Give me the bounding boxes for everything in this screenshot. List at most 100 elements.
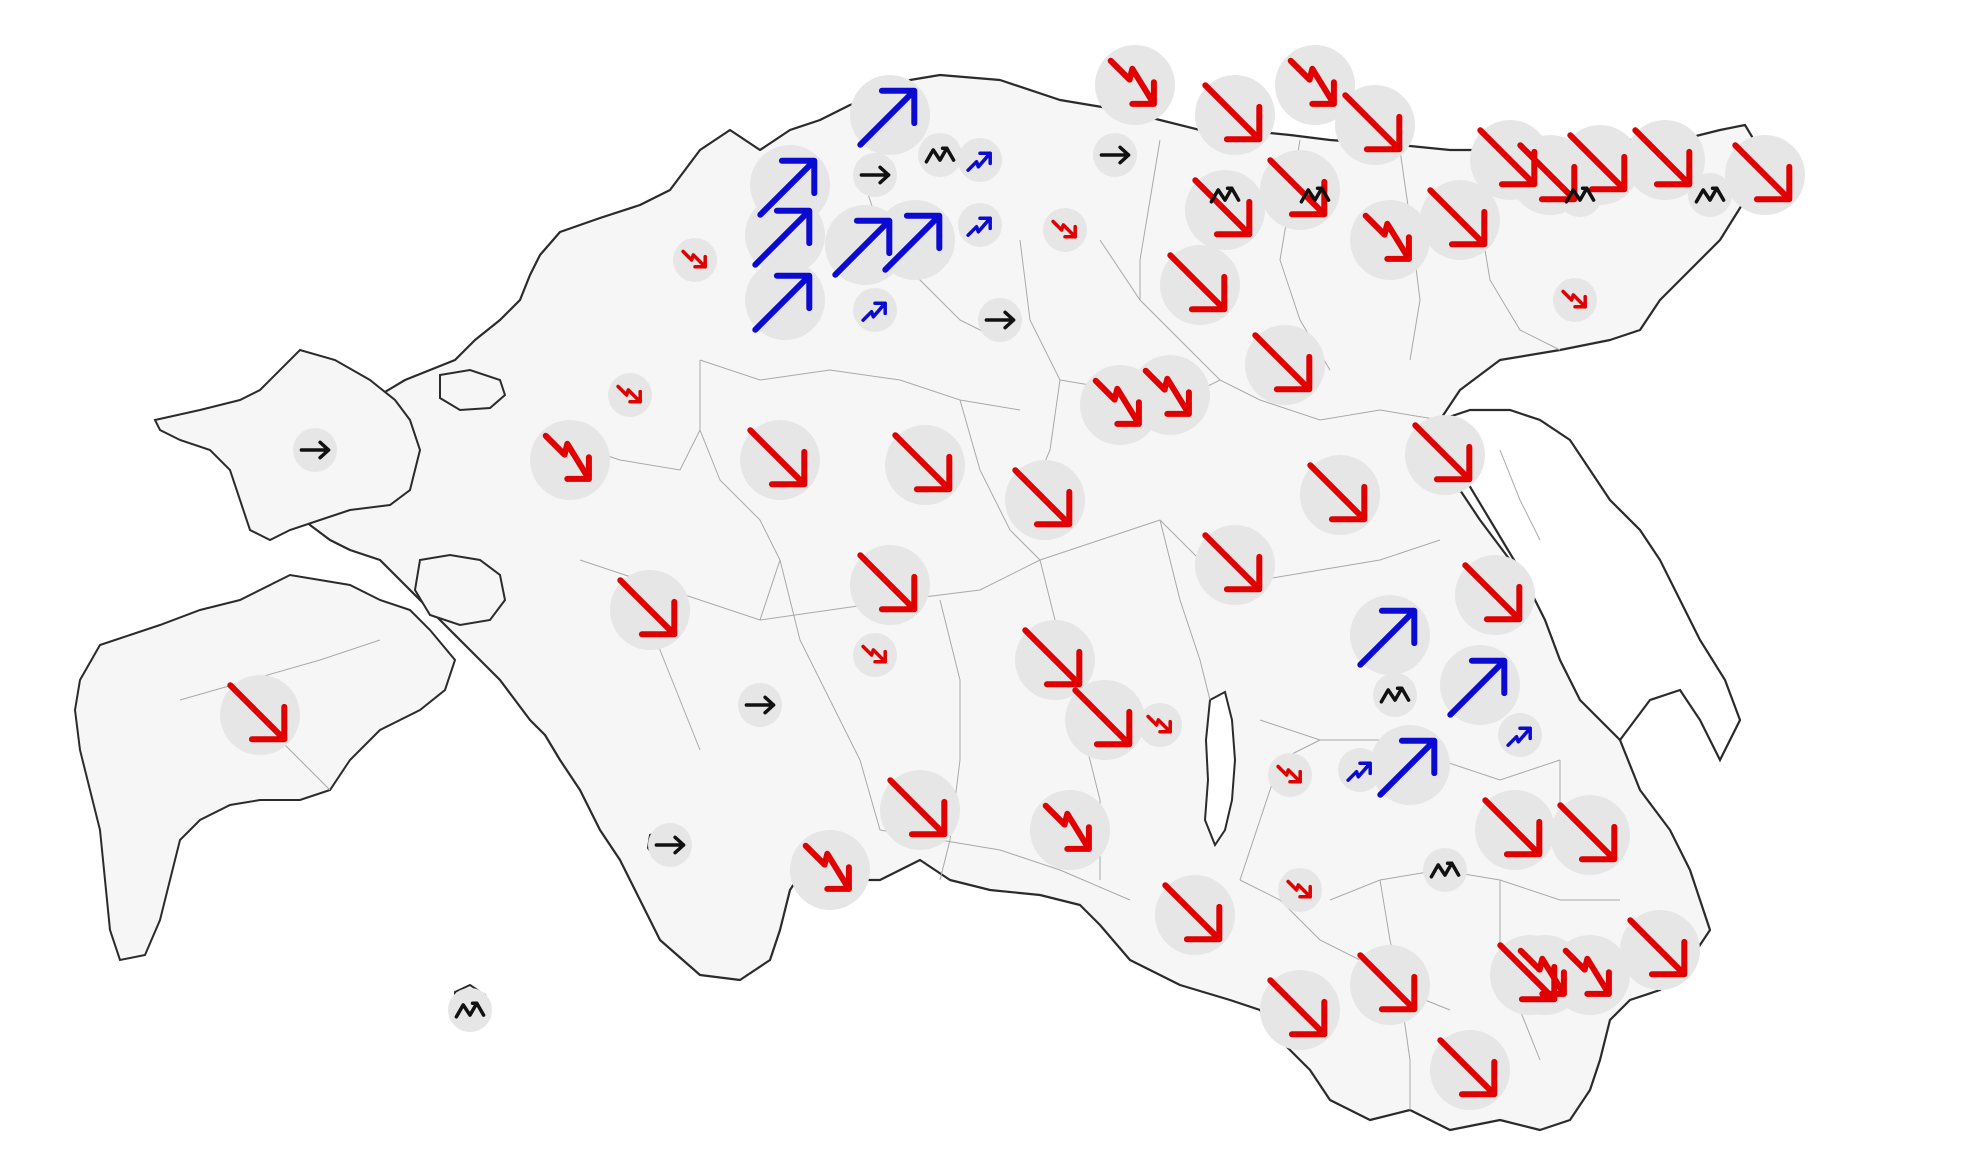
trend-halo — [1498, 713, 1542, 757]
mixed-trend-arrow-icon — [1564, 186, 1596, 204]
down-trend-arrow-icon — [1307, 462, 1368, 523]
trend-halo — [1350, 200, 1430, 280]
mixed-trend-arrow-icon — [1429, 861, 1461, 879]
trend-halo — [1043, 208, 1087, 252]
trend-halo — [1030, 790, 1110, 870]
trend-halo — [1268, 753, 1312, 797]
down-trend-arrow-icon — [1437, 1037, 1498, 1098]
zigzag-up-trend-arrow-icon — [861, 301, 887, 322]
trend-halo — [530, 420, 610, 500]
down-trend-arrow-icon — [1072, 687, 1133, 748]
down-trend-arrow-icon — [227, 682, 288, 743]
zigzag-up-trend-arrow-icon — [966, 216, 992, 237]
zigzag-down-trend-arrow-icon — [1562, 947, 1612, 997]
down-trend-arrow-icon — [892, 432, 953, 493]
trend-halo — [1275, 45, 1355, 125]
down-trend-arrow-icon — [1412, 422, 1473, 483]
trend-halo — [1553, 278, 1597, 322]
up-trend-arrow-icon — [832, 217, 893, 278]
muhu-island — [413, 553, 507, 627]
up-trend-arrow-icon — [757, 157, 818, 218]
down-trend-arrow-icon — [1192, 177, 1253, 238]
trend-halo — [1373, 673, 1417, 717]
trend-halo — [1293, 173, 1337, 217]
flat-trend-arrow-icon — [299, 440, 331, 460]
up-trend-arrow-icon — [882, 212, 943, 273]
down-trend-arrow-icon — [1627, 917, 1688, 978]
trend-halo — [1423, 848, 1467, 892]
down-trend-arrow-icon — [1252, 332, 1313, 393]
down-trend-arrow-icon — [1482, 797, 1543, 858]
small-down-trend-arrow-icon — [681, 249, 707, 269]
down-trend-arrow-icon — [1517, 142, 1578, 203]
down-trend-arrow-icon — [1557, 802, 1618, 863]
trend-halo — [958, 203, 1002, 247]
up-trend-arrow-icon — [1377, 737, 1438, 798]
flat-trend-arrow-icon — [744, 695, 776, 715]
down-trend-arrow-icon — [1022, 627, 1083, 688]
trend-halo — [918, 133, 962, 177]
trend-halo — [853, 288, 897, 332]
trend-arrows — [227, 57, 1793, 1098]
zigzag-down-trend-arrow-icon — [1042, 802, 1092, 852]
flat-trend-arrow-icon — [1099, 145, 1131, 165]
down-trend-arrow-icon — [1162, 882, 1223, 943]
down-trend-arrow-icon — [1342, 92, 1403, 153]
down-trend-arrow-icon — [1632, 127, 1693, 188]
zigzag-down-trend-arrow-icon — [1362, 212, 1412, 262]
zigzag-down-trend-arrow-icon — [1142, 367, 1192, 417]
up-trend-arrow-icon — [752, 207, 813, 268]
flat-trend-arrow-icon — [654, 835, 686, 855]
zigzag-down-trend-arrow-icon — [802, 842, 852, 892]
mixed-trend-arrow-icon — [1209, 186, 1241, 204]
mixed-trend-arrow-icon — [1694, 186, 1726, 204]
lake-peipus — [1438, 408, 1742, 763]
trend-halo — [1688, 173, 1732, 217]
small-down-trend-arrow-icon — [1146, 714, 1172, 734]
up-trend-arrow-icon — [752, 272, 813, 333]
trend-halo — [790, 830, 870, 910]
small-down-trend-arrow-icon — [1051, 219, 1077, 239]
trend-halo — [1203, 173, 1247, 217]
down-trend-arrow-icon — [1427, 187, 1488, 248]
mixed-trend-arrow-icon — [924, 146, 956, 164]
zigzag-up-trend-arrow-icon — [966, 151, 992, 172]
down-trend-arrow-icon — [617, 577, 678, 638]
down-trend-arrow-icon — [747, 427, 808, 488]
down-trend-arrow-icon — [1167, 252, 1228, 313]
mixed-trend-arrow-icon — [1379, 686, 1411, 704]
down-trend-arrow-icon — [1567, 132, 1628, 193]
small-down-trend-arrow-icon — [1561, 289, 1587, 309]
flat-trend-arrow-icon — [984, 310, 1016, 330]
trend-halo — [1095, 45, 1175, 125]
hiiumaa-island — [153, 348, 422, 542]
up-trend-arrow-icon — [1447, 657, 1508, 718]
trend-halo — [958, 138, 1002, 182]
lake-vortsjarv — [1203, 690, 1237, 848]
down-trend-arrow-icon — [1357, 952, 1418, 1013]
trend-halo — [1558, 173, 1602, 217]
small-down-trend-arrow-icon — [1276, 764, 1302, 784]
trend-halo — [1130, 355, 1210, 435]
zigzag-up-trend-arrow-icon — [1346, 761, 1372, 782]
small-down-trend-arrow-icon — [1286, 879, 1312, 899]
down-trend-arrow-icon — [1012, 467, 1073, 528]
trend-halo — [1138, 703, 1182, 747]
down-trend-arrow-icon — [1202, 82, 1263, 143]
mixed-trend-arrow-icon — [1299, 186, 1331, 204]
trend-halo — [673, 238, 717, 282]
up-trend-arrow-icon — [1357, 607, 1418, 668]
mixed-trend-arrow-icon — [454, 1001, 486, 1019]
zigzag-down-trend-arrow-icon — [542, 432, 592, 482]
up-trend-arrow-icon — [857, 87, 918, 148]
trend-halo — [853, 633, 897, 677]
small-down-trend-arrow-icon — [861, 644, 887, 664]
small-down-trend-arrow-icon — [616, 384, 642, 404]
down-trend-arrow-icon — [1202, 532, 1263, 593]
vormsi-island — [439, 368, 507, 412]
zigzag-down-trend-arrow-icon — [1517, 947, 1567, 997]
zigzag-down-trend-arrow-icon — [1287, 57, 1337, 107]
down-trend-arrow-icon — [1267, 977, 1328, 1038]
trend-halo — [1338, 748, 1382, 792]
